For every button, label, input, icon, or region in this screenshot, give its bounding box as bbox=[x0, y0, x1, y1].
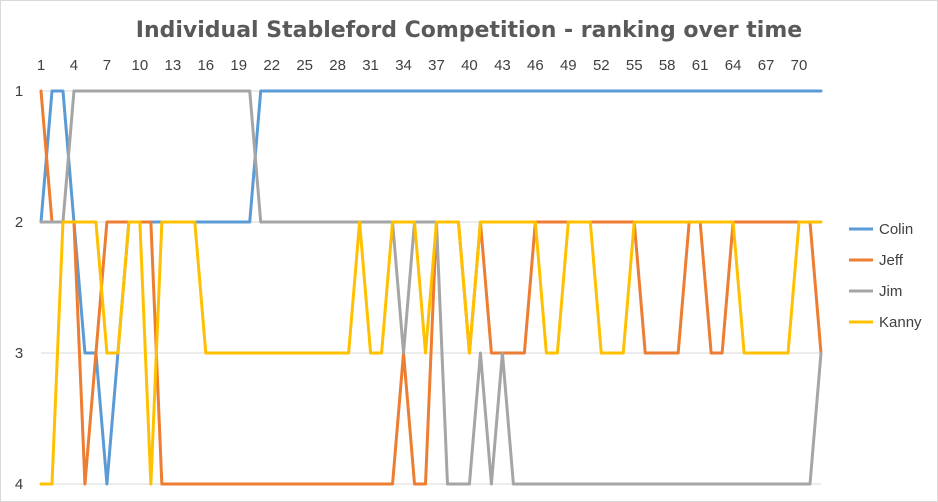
legend-label-jim: Jim bbox=[879, 283, 902, 300]
x-tick-label: 43 bbox=[494, 57, 511, 74]
legend: Colin Jeff Jim Kanny bbox=[849, 221, 922, 331]
y-tick-label: 2 bbox=[15, 214, 23, 231]
legend-label-colin: Colin bbox=[879, 221, 913, 238]
x-tick-label: 4 bbox=[70, 57, 78, 74]
x-tick-label: 52 bbox=[593, 57, 610, 74]
x-tick-label: 64 bbox=[725, 57, 742, 74]
x-tick-label: 31 bbox=[362, 57, 379, 74]
x-tick-label: 28 bbox=[329, 57, 346, 74]
x-tick-label: 1 bbox=[37, 57, 45, 74]
x-tick-label: 61 bbox=[692, 57, 709, 74]
x-tick-label: 46 bbox=[527, 57, 544, 74]
x-axis-tick-labels: 1 4 7 10 13 16 19 22 25 28 31 34 37 40 43 46 49 52 55 58 61 6… bbox=[37, 57, 808, 74]
x-tick-label: 10 bbox=[132, 57, 149, 74]
x-tick-label: 70 bbox=[791, 57, 808, 74]
x-tick-label: 37 bbox=[428, 57, 445, 74]
x-tick-label: 13 bbox=[164, 57, 181, 74]
x-tick-label: 16 bbox=[197, 57, 214, 74]
x-tick-label: 19 bbox=[230, 57, 247, 74]
x-tick-label: 34 bbox=[395, 57, 412, 74]
legend-label-kanny: Kanny bbox=[879, 314, 922, 331]
x-tick-label: 58 bbox=[659, 57, 676, 74]
x-tick-label: 55 bbox=[626, 57, 643, 74]
x-tick-label: 25 bbox=[296, 57, 313, 74]
series-line-kanny bbox=[39, 220, 823, 486]
y-tick-label: 4 bbox=[15, 476, 23, 493]
chart-title: Individual Stableford Competition - rank… bbox=[136, 18, 802, 43]
x-tick-label: 7 bbox=[103, 57, 111, 74]
y-axis-tick-labels: 1 2 3 4 bbox=[15, 83, 23, 493]
x-tick-label: 67 bbox=[758, 57, 775, 74]
series-line-jim bbox=[39, 89, 823, 486]
x-tick-label: 22 bbox=[263, 57, 280, 74]
y-tick-label: 3 bbox=[15, 345, 23, 362]
x-tick-label: 49 bbox=[560, 57, 577, 74]
legend-label-jeff: Jeff bbox=[879, 252, 904, 269]
y-tick-label: 1 bbox=[15, 83, 23, 100]
x-tick-label: 40 bbox=[461, 57, 478, 74]
series-lines bbox=[39, 89, 823, 486]
